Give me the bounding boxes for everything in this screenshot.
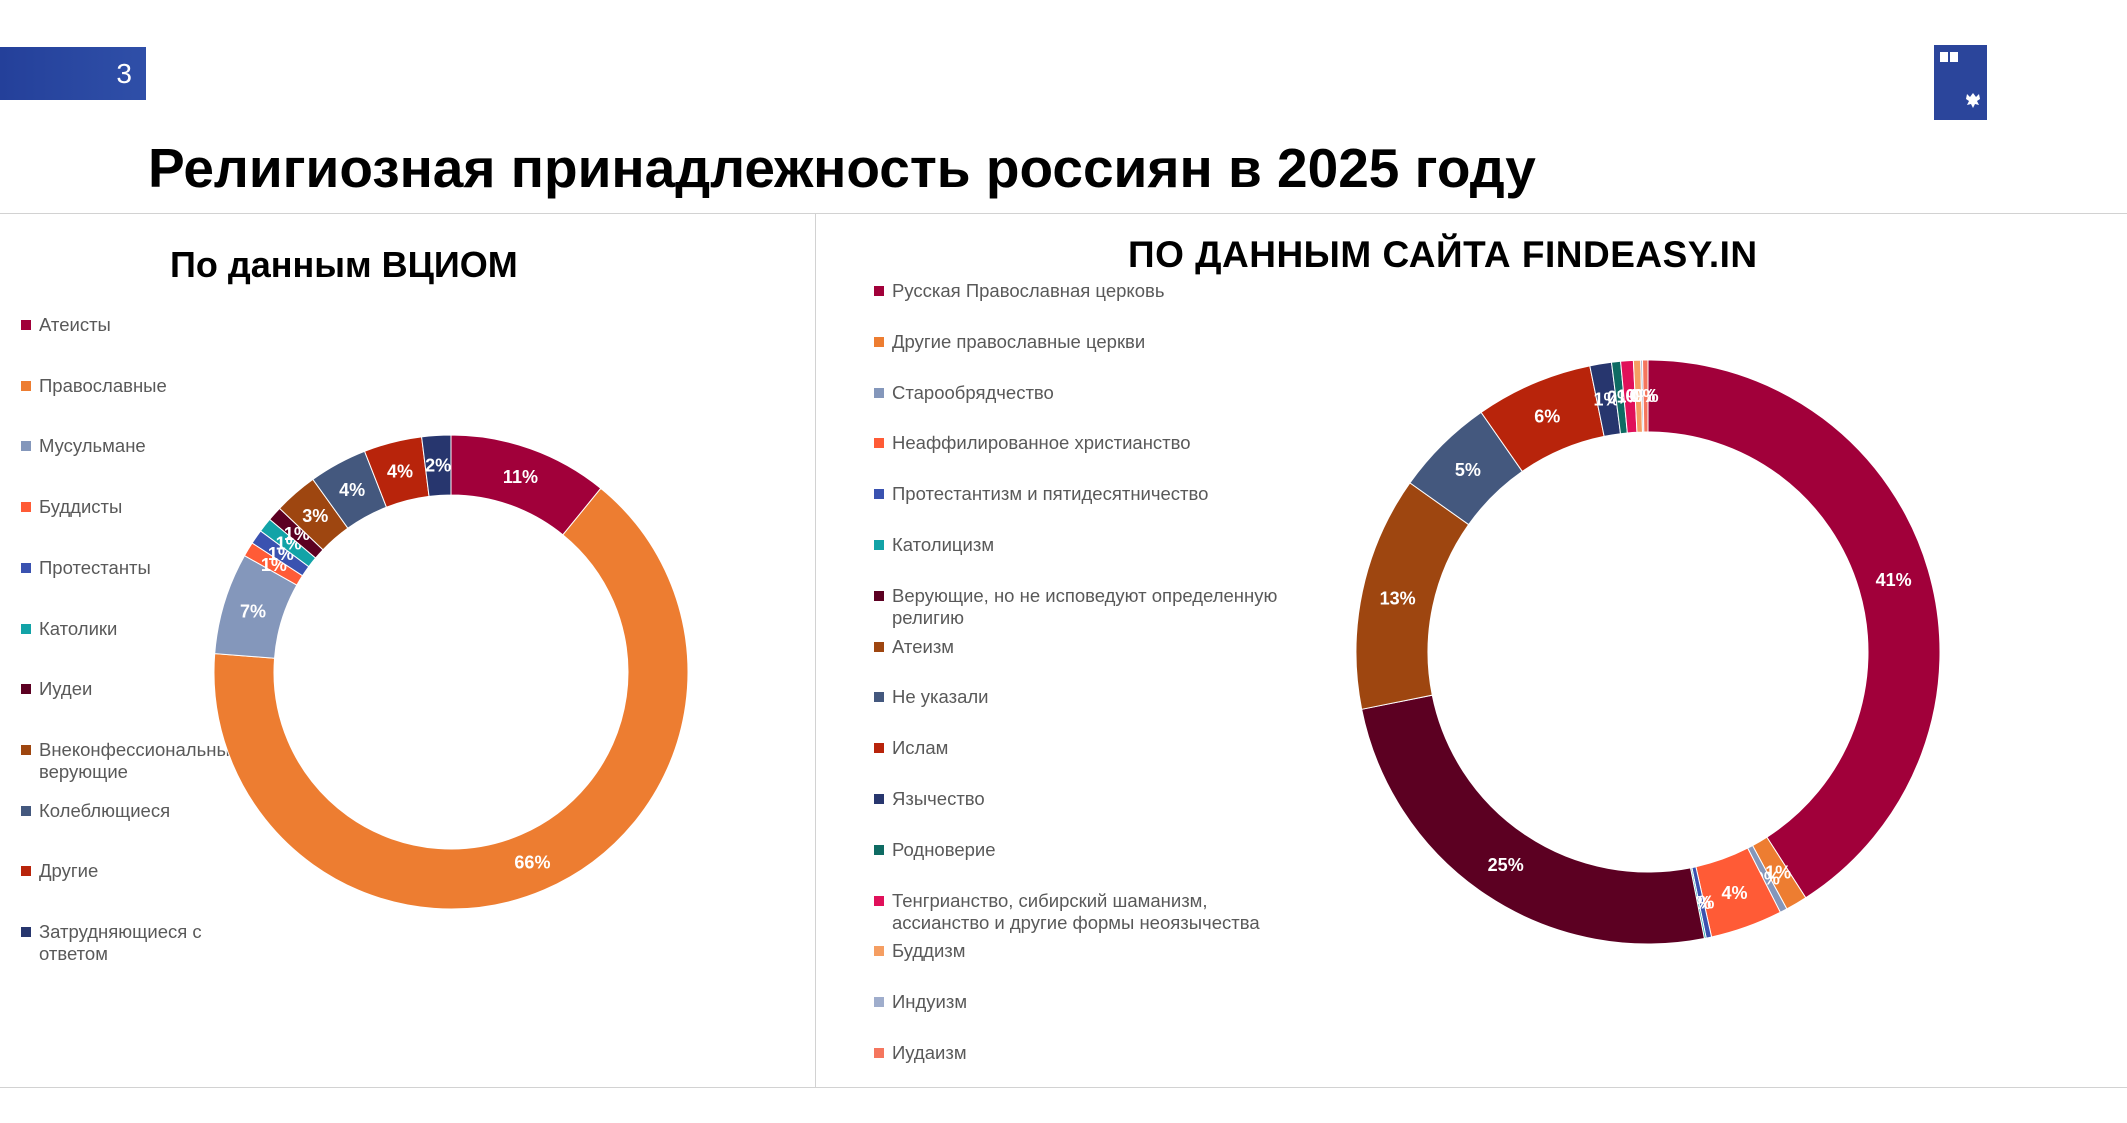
data-label: 0%	[1629, 386, 1655, 406]
data-label: 2%	[425, 455, 451, 475]
legend-label: Буддизм	[892, 940, 966, 962]
legend-label: Язычество	[892, 788, 985, 809]
legend-label: Не указали	[892, 686, 989, 708]
legend-swatch	[874, 489, 884, 500]
legend-swatch	[874, 438, 884, 449]
legend-swatch	[21, 380, 31, 391]
chart-title: ПО ДАННЫМ САЙТА FINDEASY.IN	[1128, 234, 1758, 275]
legend-swatch	[874, 590, 884, 601]
legend-label: Буддисты	[39, 496, 123, 518]
legend-swatch	[874, 895, 884, 906]
legend-label: Другие	[39, 860, 99, 882]
emblem-icon	[1940, 52, 1980, 108]
legend-swatch	[21, 684, 31, 695]
data-label: 6%	[1534, 407, 1560, 427]
legend-label: Ислам	[892, 737, 949, 759]
legend-swatch	[874, 997, 884, 1008]
vciom-chart-panel: По данным ВЦИОМ Атеисты Православные Мусул…	[0, 213, 816, 1088]
donut-slice	[213, 487, 689, 910]
donut-slice	[421, 434, 452, 497]
data-label: 66%	[514, 852, 550, 872]
legend-label: Атеизм	[892, 635, 955, 657]
legend-label: Католицизм	[892, 534, 995, 555]
legend-label: Внеконфессиональные верующие	[39, 738, 241, 782]
legend-label: Протестанты	[39, 556, 151, 578]
donut-chart: 11%66%7%1%1%1%1%3%4%4% 2%	[213, 434, 689, 910]
donut-chart: 41%1%0%4%0%0%25%13%5%6%1%0%1%0%0%0%	[1355, 359, 1941, 945]
legend-label: Католики	[39, 617, 118, 639]
data-label: 11%	[503, 467, 538, 487]
legend-label: Колеблющиеся	[39, 799, 171, 821]
findeasy-chart-panel: ПО ДАННЫМ САЙТА FINDEASY.IN Русская Прав…	[815, 213, 2127, 1088]
legend-label: Иудеи	[39, 678, 93, 700]
legend-label: Иудаизм	[892, 1042, 967, 1063]
data-label: 25%	[1488, 855, 1524, 875]
data-label: 7%	[240, 602, 266, 622]
legend-swatch	[21, 562, 31, 573]
legend-swatch	[21, 441, 31, 452]
slide-number: 3	[116, 58, 132, 89]
legend-swatch	[874, 794, 884, 804]
legend-swatch	[21, 623, 31, 634]
legend-label: Православные	[39, 374, 167, 396]
legend-label: Атеисты	[39, 314, 111, 335]
data-label: 4%	[339, 480, 365, 500]
data-label: 13%	[1380, 589, 1416, 609]
legend-swatch	[874, 286, 884, 296]
legend-swatch	[874, 540, 884, 550]
data-label: 1%	[1765, 862, 1791, 882]
legend-swatch	[21, 805, 31, 816]
data-label: 4%	[1722, 883, 1748, 903]
donut-slice	[1641, 359, 1649, 433]
donut-slice	[1647, 359, 1941, 899]
legend-label: Родноверие	[892, 838, 996, 860]
legend-label: Затрудняющиеся с ответом	[39, 921, 202, 964]
data-label: 3%	[302, 506, 328, 526]
legend-label: Индуизм	[892, 991, 968, 1013]
data-label: 41%	[1876, 570, 1912, 590]
legend-swatch	[21, 744, 31, 755]
legend-swatch	[21, 866, 31, 877]
legend-label: Старообрядчество	[892, 381, 1054, 403]
legend-swatch	[874, 946, 884, 957]
legend-label: Верующие, но не исповедуют определенную …	[892, 584, 1278, 628]
legend-label: Русская Православная церковь	[892, 280, 1165, 301]
legend-label: Другие православные церкви	[892, 330, 1146, 352]
legend-swatch	[21, 927, 31, 937]
legend-swatch	[874, 387, 884, 398]
legend-swatch	[874, 743, 884, 754]
legend-swatch	[874, 1048, 884, 1058]
data-label: 0%	[1633, 386, 1659, 406]
legend-label: Тенгрианство, сибирский шаманизм, ассиан…	[892, 889, 1260, 933]
donut-slice	[1361, 694, 1705, 945]
legend-label: Мусульмане	[39, 435, 146, 457]
legend-swatch	[874, 692, 884, 703]
data-label: 4%	[387, 461, 413, 481]
legend-swatch	[21, 320, 31, 330]
legend-swatch	[874, 641, 884, 652]
page-title: Религиозная принадлежность россиян в 202…	[148, 137, 1536, 199]
legend-swatch	[874, 336, 884, 347]
legend-swatch	[21, 502, 31, 513]
chart-title: По данным ВЦИОМ	[170, 244, 518, 285]
legend-swatch	[874, 844, 884, 855]
legend-label: Неаффилированное христианство	[892, 432, 1191, 454]
slide-number-badge: 3	[0, 47, 146, 100]
data-label: 1%	[1593, 389, 1619, 409]
legend-label: Протестантизм и пятидесятничество	[892, 483, 1209, 505]
data-label: 5%	[1455, 460, 1481, 480]
ministry-logo	[1934, 45, 1987, 120]
